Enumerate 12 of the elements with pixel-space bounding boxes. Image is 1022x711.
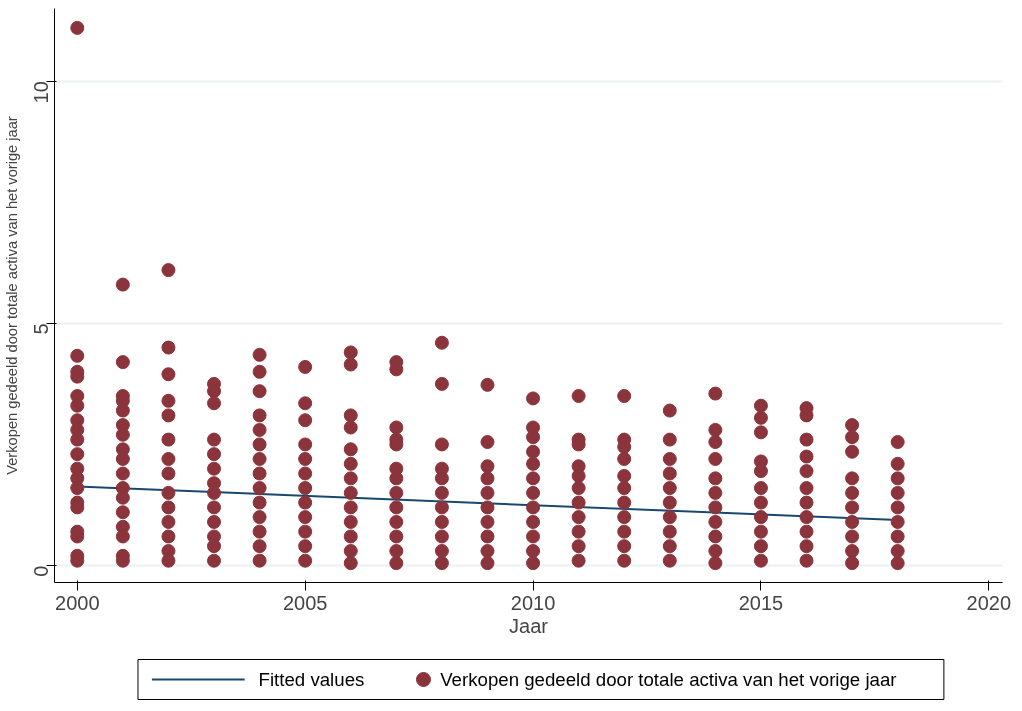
y-tick-label: 10 — [30, 81, 53, 104]
x-tick-label: 2000 — [55, 591, 100, 614]
x-tick-label: 2020 — [966, 591, 1012, 614]
x-tick-label: 2015 — [738, 591, 784, 614]
legend-label: Verkopen gedeeld door totale activa van het vorige jaar — [440, 669, 897, 690]
y-tick-label: 0 — [30, 565, 53, 577]
y-axis-title: Verkopen gedeeld door totale activa van het vorige jaar — [3, 116, 20, 475]
x-axis-title: Jaar — [509, 614, 549, 637]
x-tick-label: 2005 — [282, 591, 328, 614]
x-tick-label: 2010 — [510, 591, 556, 614]
y-tick-label: 5 — [30, 323, 53, 335]
legend-label: Fitted values — [258, 669, 365, 690]
